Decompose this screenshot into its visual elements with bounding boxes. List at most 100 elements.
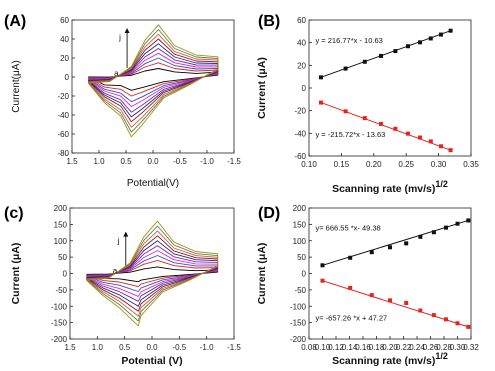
panel-a-cv-plot: 1.5 1.0 0.5 0.0 -0.5 -1.0 -1.5 60 40 20 0 -20 -40 -60… [4,13,241,189]
x-tick-label: 0.10 [301,160,317,169]
y-tick-label: 60 [297,16,306,25]
x-tick-label: 0.0 [146,343,158,352]
y-axis-label: Current (μA) [10,243,22,305]
fit-equation: y = -215.72*x - 13.63 [315,130,385,139]
x-tick-label: 0.5 [120,157,132,166]
x-axis-label-text: Potential(V) [127,178,179,189]
data-point [444,317,449,322]
x-tick-label: 0.25 [398,160,414,169]
y-tick-label: 100 [54,237,68,246]
data-point [404,241,409,246]
x-axis-label: Potential (V) [121,355,182,367]
y-tick-label: -80 [57,149,69,158]
panel-label: (D) [258,205,280,222]
data-point [455,221,460,226]
panel-d-linear-fit: 0.080.100.120.140.160.180.200.220.240.26… [256,204,479,367]
annotation-j: j [118,33,121,42]
y-tick-label: -200 [290,335,307,344]
data-point [406,44,410,49]
data-point [431,313,436,318]
y-tick-label: 50 [58,253,67,262]
data-point [369,293,374,298]
data-point [466,324,471,329]
data-point [466,218,471,223]
x-tick-label: 0.18 [369,343,385,352]
x-tick-label: 1.5 [64,343,76,352]
y-tick-label: -40 [57,111,69,120]
x-axis-label-text: Potential (V) [121,355,182,367]
data-point [439,32,443,37]
x-tick-label: 0.20 [366,160,382,169]
y-tick-label: 150 [293,220,307,229]
y-tick-label: -50 [55,286,67,295]
x-axis-label-text: Scanning rate (mv/s) [332,183,435,195]
data-point [393,126,398,131]
y-tick-label: 60 [60,16,69,25]
x-axis-label: Potential(V) [127,178,179,189]
data-point [379,53,383,58]
x-axis-label-superscript: 1/2 [435,179,448,189]
x-tick-label: 0.12 [328,343,344,352]
y-tick-label: 20 [297,61,306,70]
y-tick-label: -200 [51,335,68,344]
annotation-j: j [117,237,120,246]
y-tick-label: 0 [302,84,307,93]
fit-line [322,280,469,328]
y-tick-label: 50 [297,253,306,262]
y-tick-label: 0 [63,270,68,279]
cv-curve [87,29,219,133]
x-tick-label: 0.30 [450,343,466,352]
data-point [388,245,392,250]
x-axis-label-superscript: 1/2 [435,351,448,361]
data-point [388,298,392,303]
x-tick-label: -1.0 [200,343,214,352]
y-tick-label: -150 [290,319,307,328]
x-tick-label: 0.20 [382,343,398,352]
y-tick-label: -60 [57,130,69,139]
data-point [428,139,433,144]
data-point [418,135,422,140]
cv-curve [87,24,219,138]
x-tick-label: 1.0 [93,157,105,166]
x-axis-label: Scanning rate (mv/s)1/2 [332,179,448,195]
x-tick-label: 0.14 [342,343,358,352]
data-point [379,121,383,126]
y-tick-label: 40 [297,39,306,48]
data-point [439,144,443,149]
data-point [418,234,423,239]
y-tick-label: 20 [60,54,69,63]
y-axis-label: Current(μA) [11,60,22,112]
x-tick-label: 0.26 [423,343,439,352]
data-point [444,225,449,230]
data-point [343,66,348,71]
y-tick-label: 0 [302,270,307,279]
y-tick-label: -60 [294,152,306,161]
x-tick-label: 0.10 [315,343,331,352]
x-tick-label: 0.35 [463,160,479,169]
data-point [320,278,325,283]
data-point [319,75,323,80]
data-point [348,255,353,260]
data-point [348,285,353,290]
y-axis-label: Current (μA) [256,57,268,119]
panel-label: (B) [258,13,280,30]
fit-equation: y= -657.26 *x + 47.27 [315,314,387,323]
data-point [362,59,367,64]
data-point [431,230,436,235]
data-point [455,321,460,326]
x-tick-label: -0.5 [173,157,187,166]
y-tick-label: -150 [51,319,68,328]
data-point [404,300,409,305]
data-point [448,148,453,153]
x-tick-label: 1.5 [66,157,78,166]
x-tick-label: 0.16 [355,343,371,352]
panel-label: (A) [4,13,26,30]
data-point [448,28,453,33]
y-tick-label: -100 [51,302,68,311]
y-tick-label: 200 [54,204,68,213]
y-tick-label: 40 [60,35,69,44]
y-tick-label: -20 [294,107,306,116]
y-tick-label: -20 [57,92,69,101]
panel-b-linear-fit: 0.10 0.15 0.20 0.25 0.30 0.35 60 40 20 0 -20 -40 -60… [256,13,479,195]
